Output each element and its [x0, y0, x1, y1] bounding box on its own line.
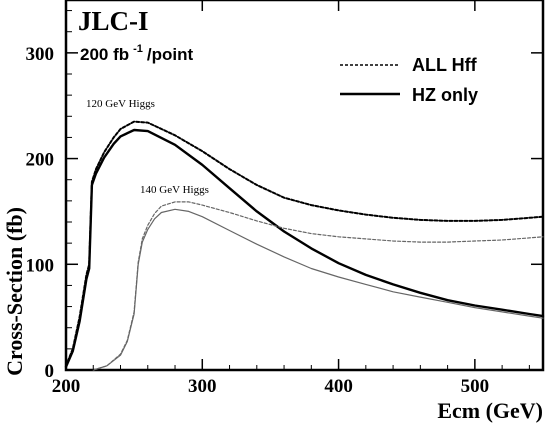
y-tick-label: 0 — [45, 361, 55, 382]
subtitle-tail: /point — [147, 45, 194, 64]
chart-title: JLC-I — [78, 6, 149, 36]
subtitle-base: 200 fb — [80, 45, 129, 64]
x-tick-label: 400 — [324, 376, 353, 397]
plot-frame — [64, 0, 545, 372]
y-tick-label: 100 — [26, 255, 55, 276]
series-layer — [64, 120, 545, 371]
x-axis-title: Ecm (GeV) — [437, 398, 543, 423]
y-tick-label: 300 — [26, 44, 55, 65]
chart-subtitle: 200 fb -1 /point — [80, 39, 194, 64]
x-tick-label: 200 — [52, 376, 81, 397]
legend: ALL Hff HZ only — [340, 55, 478, 105]
series-line-140-gev-higgs-hz-only — [92, 208, 544, 371]
x-tick-label: 300 — [188, 376, 217, 397]
annotation-140-gev-higgs: 140 GeV Higgs — [140, 184, 209, 196]
y-tick-label: 200 — [26, 150, 55, 171]
legend-label-hz-only: HZ only — [412, 85, 478, 105]
y-axis-title: Cross-Section (fb) — [2, 207, 27, 376]
subtitle-superscript: -1 — [133, 43, 143, 55]
annotation-120-gev-higgs: 120 GeV Higgs — [86, 98, 155, 110]
x-tick-label: 500 — [461, 376, 490, 397]
x-axis: 200 300 400 500 — [52, 0, 530, 397]
y-axis: 0 100 200 300 — [26, 10, 543, 382]
series-line-120-gev-higgs-hz-only — [64, 128, 545, 368]
legend-label-all-hff: ALL Hff — [412, 55, 478, 75]
